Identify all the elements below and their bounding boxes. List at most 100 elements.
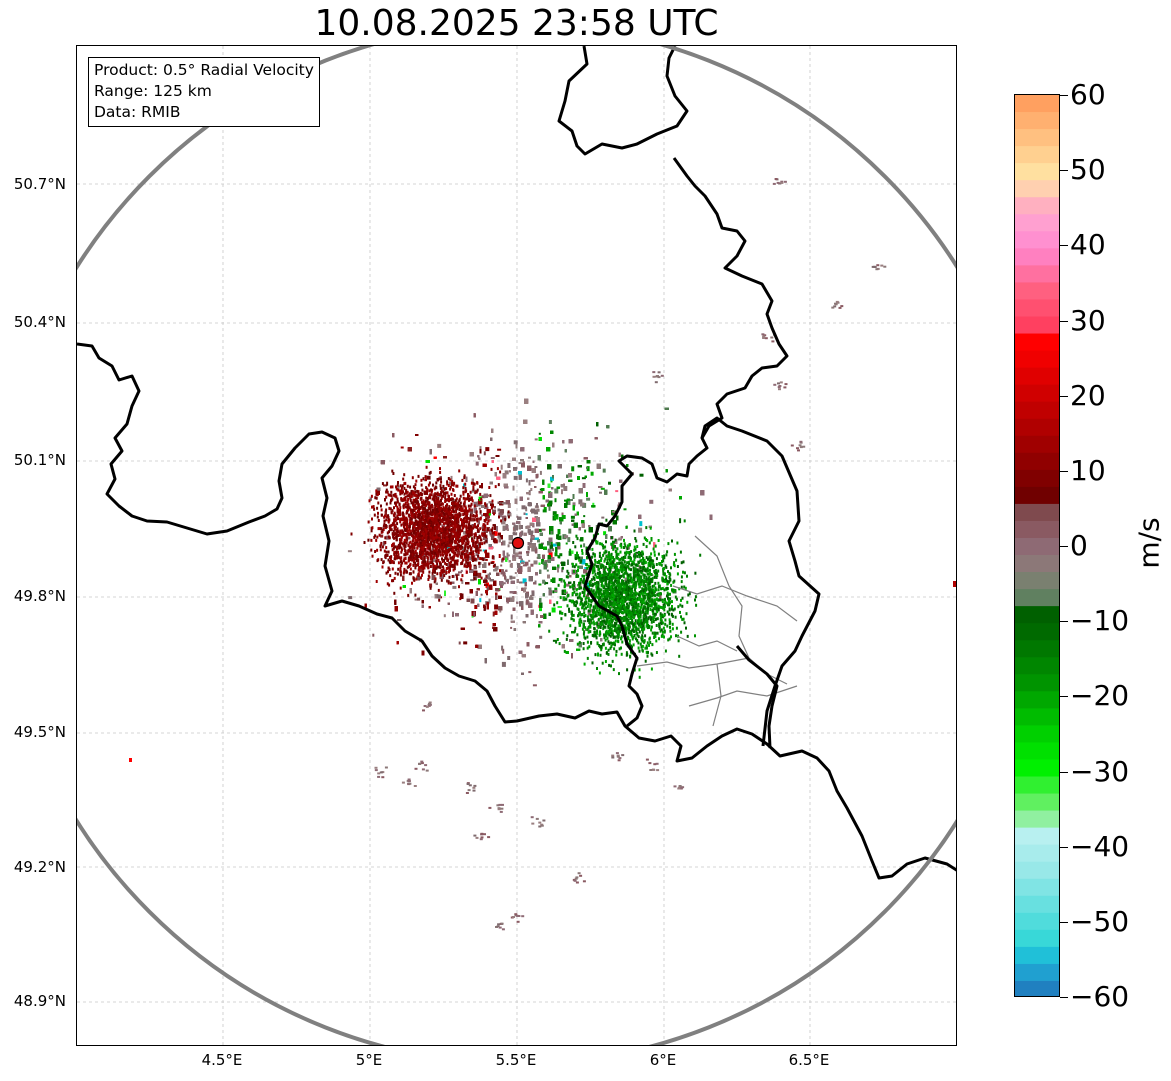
echo-pixel: [465, 497, 470, 501]
echo-pixel: [565, 499, 569, 505]
echo-pixel: [509, 563, 513, 568]
echo-pixel: [385, 535, 390, 540]
echo-pixel: [552, 639, 557, 642]
echo-pixel: [513, 440, 518, 445]
echo-pixel: [548, 491, 552, 494]
radar-echoes: [129, 178, 956, 931]
echo-pixel: [512, 485, 515, 491]
echo-pixel: [418, 567, 423, 573]
echo-pixel: [586, 466, 588, 469]
echo-pixel: [429, 583, 433, 588]
echo-pixel: [494, 604, 499, 610]
echo-pixel: [507, 503, 511, 508]
echo-pixel: [478, 507, 481, 510]
echo-pixel: [574, 569, 578, 573]
echo-pixel: [445, 546, 450, 552]
echo-pixel: [460, 569, 463, 572]
echo-pixel: [528, 559, 531, 562]
map-title: 10.08.2025 23:58 UTC: [314, 3, 719, 44]
echo-pixel: [380, 534, 384, 538]
echo-pixel: [500, 564, 503, 567]
echo-pixel: [518, 462, 522, 465]
echo-pixel: [501, 645, 504, 651]
echo-pixel: [477, 546, 480, 551]
echo-pixel: [552, 548, 554, 552]
echo-pixel: [552, 511, 557, 516]
echo-pixel: [518, 572, 523, 574]
echo-pixel: [545, 582, 549, 585]
echo-pixel: [561, 515, 566, 519]
echo-pixel: [432, 569, 436, 574]
echo-pixel: [501, 661, 506, 667]
radar-map[interactable]: [76, 45, 957, 1046]
echo-pixel: [535, 614, 538, 619]
echo-pixel: [531, 546, 536, 552]
echo-pixel: [563, 486, 568, 491]
echo-pixel: [473, 564, 477, 567]
echo-pixel: [453, 559, 458, 565]
echo-pixel: [494, 565, 499, 570]
echo-pixel: [586, 497, 591, 501]
echo-pixel: [470, 579, 475, 582]
echo-pixel: [416, 575, 421, 581]
echo-pixel: [507, 463, 511, 468]
echo-pixel: [587, 610, 591, 616]
echo-pixel: [639, 473, 644, 477]
echo-pixel: [400, 446, 404, 449]
echo-pixel: [581, 477, 586, 480]
echo-pixel: [485, 447, 490, 452]
echo-pixel: [541, 528, 546, 531]
echo-pixel: [474, 605, 478, 609]
echo-pixel: [525, 513, 528, 516]
echo-pixel: [577, 476, 580, 480]
echo-pixel: [531, 590, 535, 593]
echo-pixel: [490, 457, 495, 459]
echo-pixel: [502, 648, 505, 654]
echo-pixel: [481, 495, 486, 499]
echo-pixel: [443, 614, 446, 618]
echo-pixel: [486, 593, 488, 596]
echo-pixel: [521, 530, 524, 536]
echo-pixel: [565, 542, 568, 545]
echo-pixel: [498, 554, 501, 558]
echo-pixel: [528, 456, 531, 459]
echo-pixel: [522, 578, 527, 584]
echo-pixel: [603, 531, 607, 536]
echo-pixel: [450, 475, 453, 480]
echo-pixel: [492, 611, 495, 617]
echo-pixel: [383, 484, 387, 487]
echo-pixel: [507, 544, 510, 548]
echo-pixel: [471, 614, 474, 618]
echo-pixel: [623, 508, 627, 511]
echo-pixel: [510, 614, 513, 620]
echo-pixel: [539, 470, 542, 475]
echo-pixel: [618, 502, 621, 506]
echo-pixel: [463, 641, 468, 645]
echo-pixel: [570, 515, 575, 519]
echo-pixel: [467, 556, 472, 561]
echo-pixel: [552, 543, 557, 547]
echo-pixel: [384, 554, 389, 557]
echo-pixel: [458, 641, 461, 645]
echo-pixel: [635, 551, 639, 554]
echo-pixel: [414, 598, 418, 601]
echo-pixel: [528, 671, 532, 674]
echo-pixel: [543, 507, 547, 510]
echo-pixel: [583, 515, 586, 518]
echo-pixel: [521, 505, 526, 510]
echo-pixel: [530, 488, 533, 491]
echo-pixel: [554, 552, 558, 557]
echo-pixel: [550, 476, 554, 481]
echo-pixel: [590, 471, 594, 476]
echo-pixel: [602, 468, 606, 473]
echo-pixel: [481, 514, 484, 517]
echo-pixel: [558, 578, 563, 582]
echo-pixel: [561, 489, 563, 495]
echo-pixel: [541, 559, 545, 564]
echo-pixel: [572, 502, 576, 507]
echo-pixel: [473, 533, 476, 536]
echo-pixel: [514, 572, 517, 574]
echo-pixel: [599, 491, 602, 494]
radar-map-canvas: [77, 46, 956, 1045]
echo-pixel: [510, 626, 513, 629]
